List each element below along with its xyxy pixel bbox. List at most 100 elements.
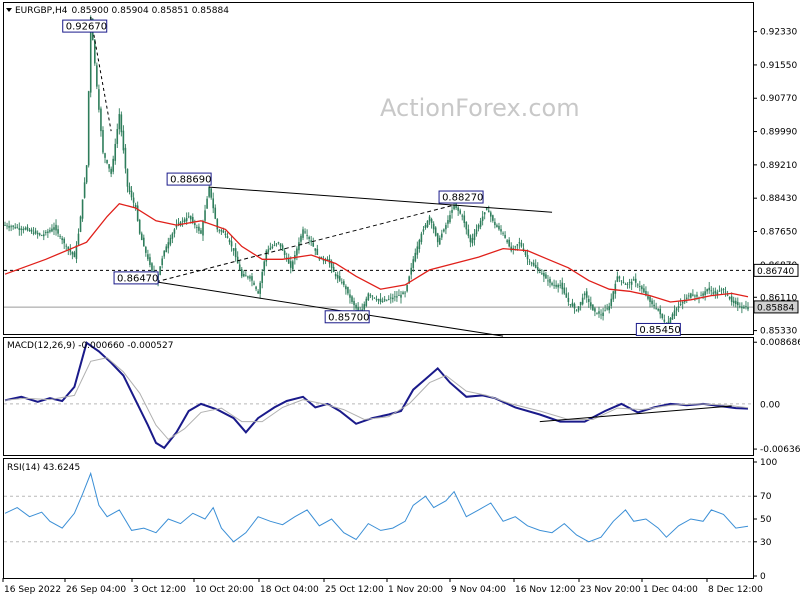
candle-body (265, 250, 268, 262)
candle-body (214, 207, 217, 219)
candle-body (696, 294, 698, 297)
candle-body (641, 286, 643, 290)
candle-body (98, 89, 100, 110)
candle-body (626, 283, 629, 285)
candle-body (506, 240, 508, 243)
candle-body (300, 235, 302, 242)
candle-body (232, 248, 235, 251)
x-axis: 16 Sep 2022 26 Sep 04:00 3 Oct 12:00 10 Oct… (2, 578, 763, 595)
rsi-y-tick-label: 70 (760, 492, 772, 502)
candle-body (538, 272, 541, 273)
candle-body (447, 220, 449, 224)
candle-body (289, 261, 292, 268)
candle-body (238, 264, 241, 270)
candle-body (302, 229, 304, 238)
candle-body (620, 280, 623, 282)
candle-body (287, 258, 290, 264)
x-tick-label: 8 Dec 12:00 (708, 585, 763, 595)
candle-body (59, 236, 61, 237)
candle-body (343, 281, 345, 285)
candle-body (594, 308, 596, 312)
candle-body (512, 248, 515, 250)
candle-body (412, 259, 415, 268)
candle-body (365, 298, 368, 306)
candle-body (553, 284, 555, 286)
candle-body (453, 205, 455, 210)
candle-body (392, 297, 394, 300)
price-tag-box (753, 263, 799, 277)
candle-body (728, 296, 731, 299)
candle-body (143, 237, 145, 247)
candle-body (65, 245, 68, 247)
candle-body (114, 143, 117, 161)
candle-body (26, 226, 29, 231)
candle-body (445, 225, 447, 230)
candle-body (516, 244, 519, 246)
candle-body (463, 215, 466, 223)
candle-body (94, 39, 96, 64)
trendline (209, 186, 553, 213)
candle-body (700, 295, 702, 297)
candle-body (624, 283, 627, 285)
candle-body (83, 182, 86, 198)
candle-body (418, 240, 421, 249)
candle-body (571, 302, 574, 307)
rsi-y-tick-label: 30 (760, 538, 772, 548)
candle-body (410, 267, 413, 275)
candle-body (592, 304, 594, 311)
candle-body (161, 258, 163, 266)
candle-body (8, 225, 10, 228)
candle-body (149, 257, 151, 265)
candle-body (449, 215, 451, 223)
candle-body (530, 262, 533, 264)
dropdown-triangle-icon[interactable] (6, 8, 12, 12)
candle-body (724, 291, 727, 293)
candle-body (85, 165, 88, 183)
candle-body (100, 108, 102, 132)
candle-body (375, 299, 378, 300)
rsi-y-tick-label: 100 (760, 458, 777, 468)
rsi-line (4, 471, 749, 543)
candle-body (240, 269, 243, 277)
candle-body (316, 248, 319, 255)
price-tag-box (753, 300, 799, 314)
macd-zero-tag-box (754, 397, 798, 410)
candle-body (189, 216, 192, 220)
candle-body (661, 313, 664, 318)
candle-body (128, 186, 131, 192)
y-axes: 0.92330 0.91550 0.90770 0.89990 0.89210 0.884… (753, 28, 800, 582)
candle-body (688, 295, 690, 297)
candle-body (541, 273, 543, 275)
price-grid (4, 269, 753, 308)
candle-body (267, 249, 270, 252)
candle-body (212, 198, 215, 209)
candle-body (340, 282, 343, 284)
candle-body (663, 319, 666, 322)
candle-body (706, 289, 708, 292)
candle-body (163, 250, 166, 257)
rsi-y-tick-label: 0 (760, 572, 766, 582)
candle-body (245, 275, 247, 277)
candle-body (524, 251, 527, 255)
candle-body (167, 242, 170, 249)
price-panel (3, 2, 754, 335)
candle-body (151, 263, 153, 271)
candle-body (734, 300, 737, 305)
candle-body (726, 294, 729, 296)
candle-body (639, 286, 641, 288)
candle-body (424, 225, 427, 229)
macd-y-tick-label: 0.008686 (760, 338, 800, 348)
macd-signal-line (4, 357, 749, 441)
candle-body (485, 208, 488, 210)
candle-body (263, 261, 266, 272)
candle-body (720, 289, 723, 291)
candle-body (304, 231, 306, 233)
candle-body (63, 238, 65, 244)
candle-body (483, 212, 486, 215)
candle-body (596, 312, 598, 314)
candle-body (363, 304, 366, 310)
annotation-label: 0.86470 (117, 273, 158, 284)
candle-body (581, 297, 584, 305)
candle-body (259, 282, 261, 294)
